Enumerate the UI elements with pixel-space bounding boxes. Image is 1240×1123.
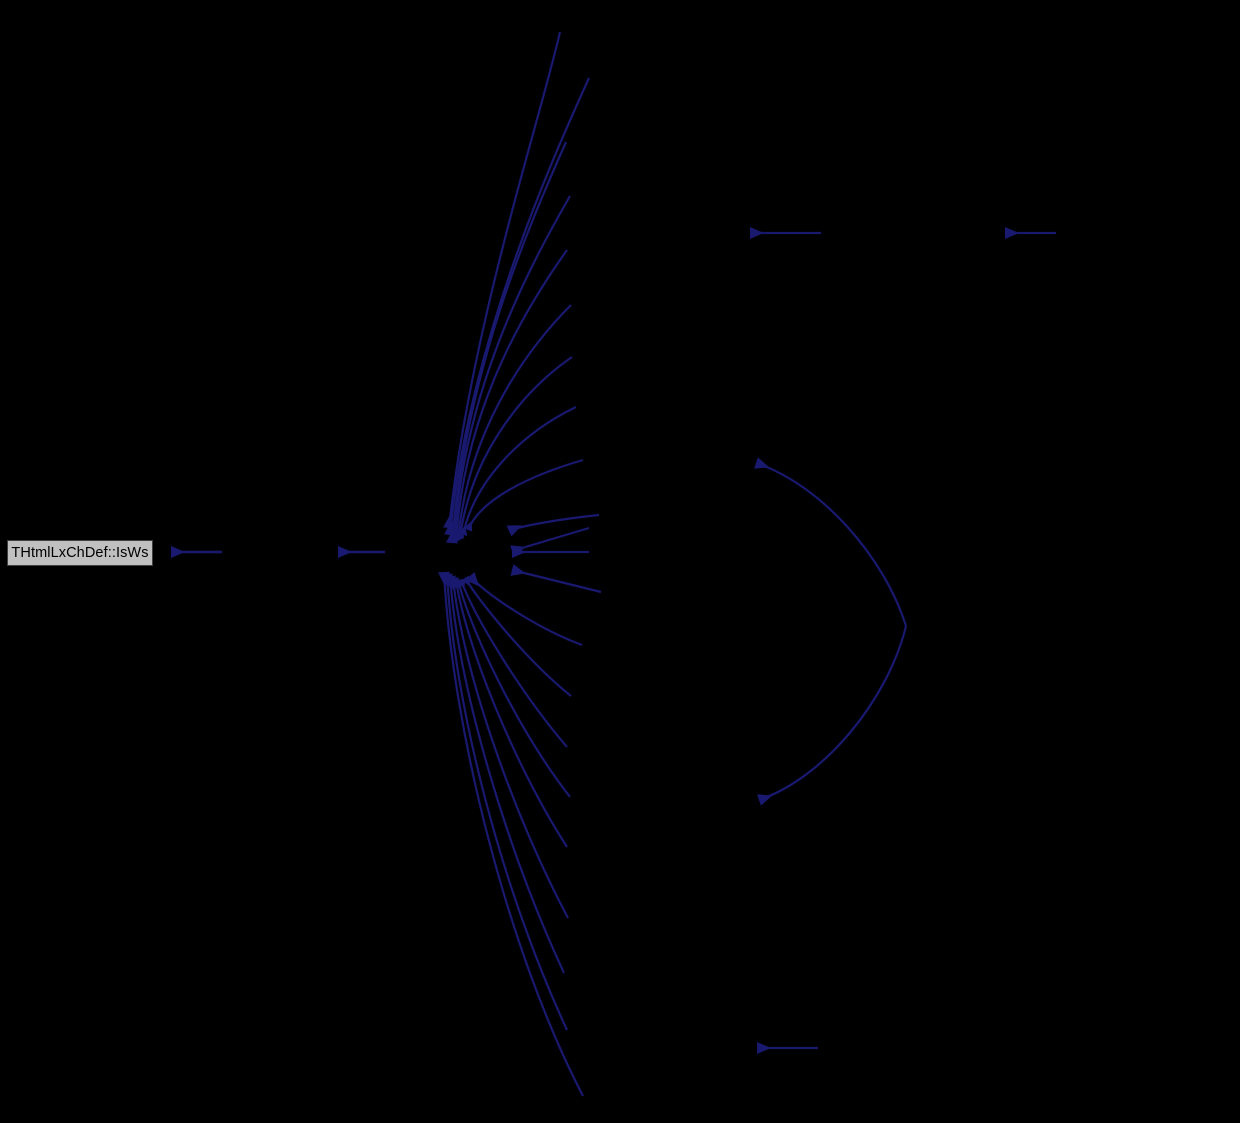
edge-caller-lower-4 (453, 578, 571, 798)
edge-caller-upper-4 (449, 195, 571, 542)
edge-caller-upper-7 (455, 356, 573, 539)
edges-isolated (750, 227, 1056, 1054)
edge-caller-lower-5 (451, 579, 568, 848)
edge-caller-lower-7 (444, 575, 565, 974)
edge-caller-upper-3 (446, 141, 568, 544)
edge-caller-upper-2 (444, 77, 591, 536)
edge-caller-upper-1 (443, 31, 562, 529)
edges-upper-fan (443, 31, 600, 544)
edges-straight-mid (510, 526, 602, 594)
edge-caller-lower-1 (465, 572, 583, 647)
edge-caller-upper-9 (463, 458, 584, 532)
edges-lower-fan (438, 571, 584, 1097)
edge-lens-lower (757, 625, 908, 806)
edge-caller-lower-8 (441, 573, 568, 1031)
edge-caller-lower-9 (438, 571, 584, 1097)
edge-caller-mid-1 (510, 526, 590, 557)
graph-node-label: THtmlLxChDef::IsWs (11, 544, 149, 561)
edge-caller-mid-3 (510, 564, 602, 594)
edge-caller-upper-5 (451, 249, 568, 541)
edge-caller-upper-8 (458, 406, 577, 536)
edges-right-lens (754, 457, 908, 806)
edge-caller-lower-2 (461, 575, 572, 697)
edge-caller-upper-10 (506, 513, 600, 537)
edge-caller-lower-6 (447, 577, 569, 919)
edge-lens-upper (754, 457, 908, 627)
edge-caller-lower-3 (456, 578, 568, 748)
graph-node-thtmllxchdef-isws[interactable]: THtmlLxChDef::IsWs (7, 540, 153, 566)
edge-caller-upper-6 (453, 304, 572, 540)
